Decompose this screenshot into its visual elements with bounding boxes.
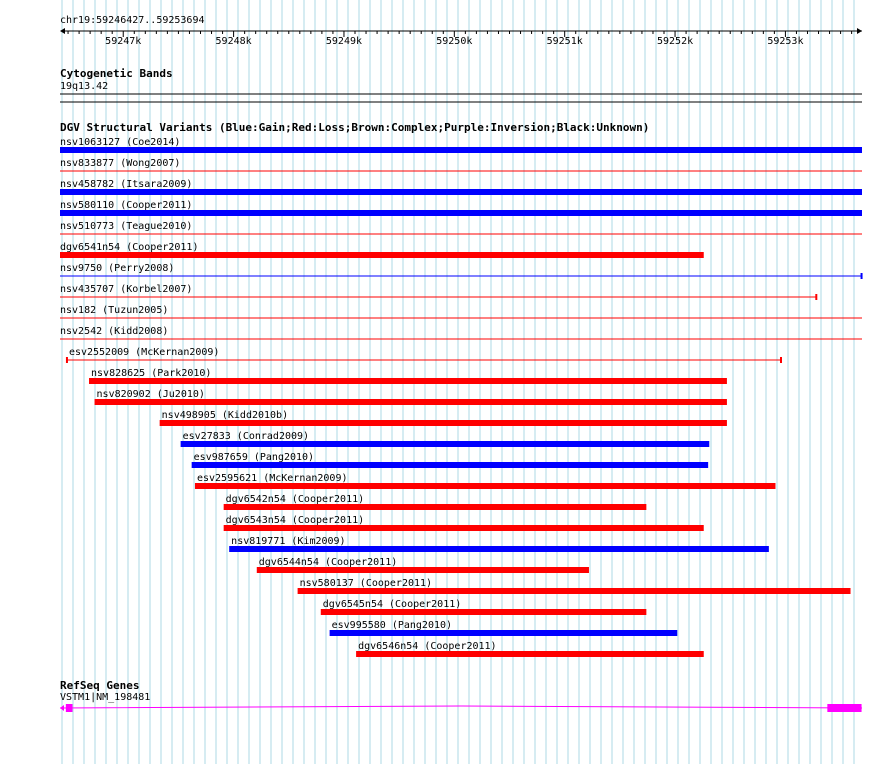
variant-label: esv995580 (Pang2010) (332, 620, 452, 631)
refseq-gene-label: VSTM1|NM_198481 (60, 692, 151, 703)
variant-feature[interactable]: dgv6545n54 (Cooper2011) (320, 599, 647, 615)
ruler-left-arrow-icon (60, 28, 65, 34)
variant-label: dgv6545n54 (Cooper2011) (323, 599, 461, 610)
variant-bar[interactable] (229, 546, 769, 552)
variant-feature[interactable]: esv987659 (Pang2010) (191, 452, 709, 468)
variant-label: nsv1063127 (Coe2014) (60, 137, 180, 148)
variant-feature[interactable]: dgv6544n54 (Cooper2011) (256, 557, 589, 573)
variant-bar[interactable] (297, 588, 851, 594)
variant-feature[interactable]: nsv498905 (Kidd2010b) (159, 410, 727, 426)
variant-label: esv2595621 (McKernan2009) (197, 473, 348, 484)
variant-bar[interactable] (223, 504, 647, 510)
variant-bar[interactable] (329, 630, 678, 636)
variant-feature[interactable]: nsv819771 (Kim2009) (229, 536, 769, 552)
variant-bar[interactable] (191, 462, 709, 468)
locus-label: chr19:59246427..59253694 (60, 15, 205, 26)
variant-label: nsv580137 (Cooper2011) (300, 578, 432, 589)
gene-strand-arrow-icon (60, 705, 64, 711)
dgv-variant-track[interactable]: nsv1063127 (Coe2014) nsv833877 (Wong2007)… (60, 137, 863, 657)
variant-bar[interactable] (60, 252, 704, 258)
cytoband-track (60, 93, 862, 103)
variant-feature[interactable]: dgv6543n54 (Cooper2011) (223, 515, 704, 531)
variant-feature[interactable]: nsv182 (Tuzun2005) (60, 305, 862, 319)
variant-feature[interactable]: nsv458782 (Itsara2009) (60, 179, 862, 195)
variant-bar[interactable] (89, 378, 727, 384)
variant-label: dgv6543n54 (Cooper2011) (226, 515, 364, 526)
variant-label: nsv820902 (Ju2010) (97, 389, 205, 400)
variant-bar[interactable] (356, 651, 704, 657)
variant-bar[interactable] (159, 420, 727, 426)
cytoband-track-title: Cytogenetic Bands (60, 67, 173, 80)
variant-label: esv27833 (Conrad2009) (183, 431, 309, 442)
variant-feature[interactable]: dgv6542n54 (Cooper2011) (223, 494, 647, 510)
variant-feature[interactable]: esv995580 (Pang2010) (329, 620, 678, 636)
ruler-tick-label: 59248k (216, 36, 252, 47)
variant-bar[interactable] (194, 483, 776, 489)
variant-feature[interactable]: esv2595621 (McKernan2009) (194, 473, 776, 489)
variant-feature[interactable]: nsv2542 (Kidd2008) (60, 326, 862, 340)
variant-bar[interactable] (60, 189, 862, 195)
ruler-tick-label: 59252k (657, 36, 693, 47)
variant-feature[interactable]: dgv6541n54 (Cooper2011) (60, 242, 704, 258)
variant-label: nsv2542 (Kidd2008) (60, 326, 168, 337)
variant-label: dgv6541n54 (Cooper2011) (60, 242, 198, 253)
dgv-track-title: DGV Structural Variants (Blue:Gain;Red:L… (60, 121, 650, 134)
variant-label: nsv498905 (Kidd2010b) (162, 410, 288, 421)
ruler-tick-label: 59250k (436, 36, 472, 47)
variant-label: nsv435707 (Korbel2007) (60, 284, 192, 295)
variant-label: dgv6546n54 (Cooper2011) (358, 641, 496, 652)
refseq-gene-track[interactable] (59, 704, 863, 712)
variant-label: nsv9750 (Perry2008) (60, 263, 174, 274)
variant-bar[interactable] (60, 210, 862, 216)
variant-label: nsv510773 (Teague2010) (60, 221, 192, 232)
variant-label: dgv6544n54 (Cooper2011) (259, 557, 397, 568)
variant-bar[interactable] (180, 441, 710, 447)
ruler-tick-label: 59247k (105, 36, 141, 47)
variant-label: nsv828625 (Park2010) (91, 368, 211, 379)
gene-exon[interactable] (65, 704, 73, 712)
variant-feature[interactable]: nsv435707 (Korbel2007) (60, 284, 818, 300)
variant-feature[interactable]: esv2552009 (McKernan2009) (65, 347, 782, 363)
variant-feature[interactable]: nsv820902 (Ju2010) (94, 389, 727, 405)
ruler-tick-label: 59253k (767, 36, 803, 47)
variant-bar[interactable] (223, 525, 704, 531)
variant-feature[interactable]: nsv510773 (Teague2010) (60, 221, 862, 235)
variant-feature[interactable]: nsv1063127 (Coe2014) (60, 137, 862, 153)
ruler-track: 59247k 59248k 59249k 59250k 59251k 59252k 5925… (60, 28, 862, 47)
variant-feature[interactable]: esv27833 (Conrad2009) (180, 431, 710, 447)
variant-label: nsv580110 (Cooper2011) (60, 200, 192, 211)
ruler-tick-label: 59251k (547, 36, 583, 47)
variant-bar[interactable] (94, 399, 727, 405)
cytoband-label: 19q13.42 (60, 81, 109, 92)
variant-feature[interactable]: nsv833877 (Wong2007) (60, 158, 862, 172)
variant-label: nsv182 (Tuzun2005) (60, 305, 168, 316)
variant-bar[interactable] (60, 147, 862, 153)
variant-bar[interactable] (256, 567, 589, 573)
variant-label: dgv6542n54 (Cooper2011) (226, 494, 364, 505)
variant-label: nsv458782 (Itsara2009) (60, 179, 192, 190)
variant-feature[interactable]: nsv580137 (Cooper2011) (297, 578, 851, 594)
variant-label: nsv833877 (Wong2007) (60, 158, 180, 169)
variant-feature[interactable]: dgv6546n54 (Cooper2011) (356, 641, 704, 657)
variant-label: nsv819771 (Kim2009) (231, 536, 345, 547)
gene-exon[interactable] (827, 704, 862, 712)
variant-feature[interactable]: nsv828625 (Park2010) (89, 368, 727, 384)
variant-label: esv2552009 (McKernan2009) (69, 347, 220, 358)
variant-feature[interactable]: nsv580110 (Cooper2011) (60, 200, 862, 216)
gene-intron-line[interactable] (59, 705, 863, 709)
refseq-track-title: RefSeq Genes (60, 679, 140, 692)
variant-bar[interactable] (320, 609, 647, 615)
ruler-tick-label: 59249k (326, 36, 362, 47)
variant-label: esv987659 (Pang2010) (194, 452, 314, 463)
ruler-right-arrow-icon (857, 28, 862, 34)
variant-feature[interactable]: nsv9750 (Perry2008) (60, 263, 863, 279)
